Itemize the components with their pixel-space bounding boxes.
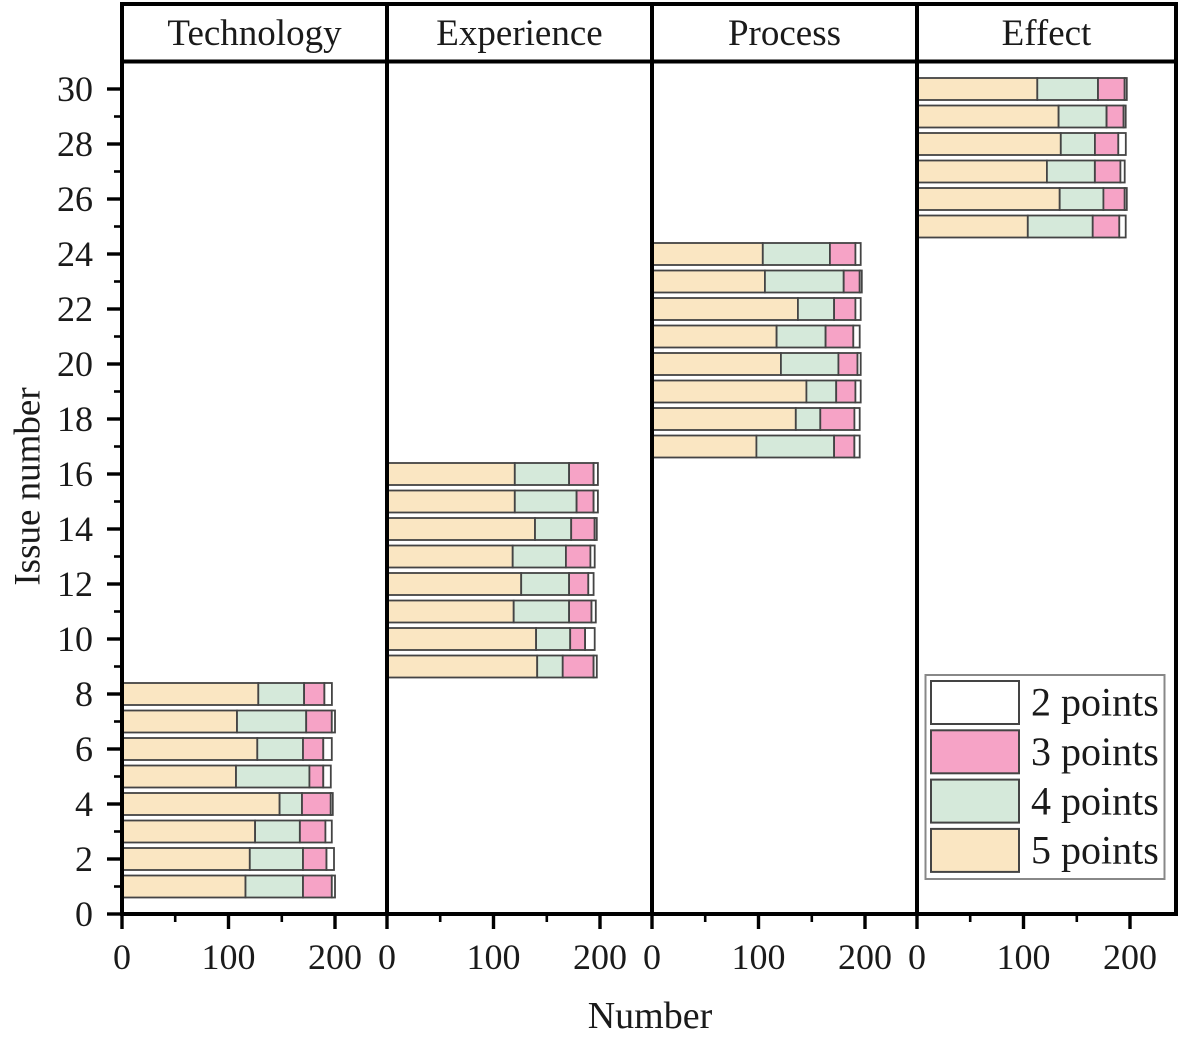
- svg-text:26: 26: [57, 179, 93, 219]
- svg-text:Effect: Effect: [1002, 13, 1092, 54]
- svg-text:100: 100: [732, 937, 786, 977]
- svg-text:0: 0: [908, 937, 926, 977]
- svg-text:30: 30: [57, 69, 93, 109]
- svg-text:Issue number: Issue number: [8, 387, 49, 585]
- svg-text:3 points: 3 points: [1031, 729, 1159, 774]
- svg-text:0: 0: [75, 894, 93, 934]
- svg-text:22: 22: [57, 289, 93, 329]
- svg-text:Number: Number: [588, 995, 713, 1037]
- svg-text:4: 4: [75, 784, 93, 824]
- svg-text:20: 20: [57, 344, 93, 384]
- svg-text:200: 200: [573, 937, 627, 977]
- svg-text:28: 28: [57, 124, 93, 164]
- svg-text:10: 10: [57, 619, 93, 659]
- svg-text:100: 100: [467, 937, 521, 977]
- svg-text:12: 12: [57, 564, 93, 604]
- svg-text:0: 0: [378, 937, 396, 977]
- svg-text:0: 0: [113, 937, 131, 977]
- svg-text:0: 0: [643, 937, 661, 977]
- svg-text:5 points: 5 points: [1031, 828, 1159, 873]
- svg-text:18: 18: [57, 399, 93, 439]
- svg-text:Experience: Experience: [436, 13, 602, 54]
- svg-text:100: 100: [202, 937, 256, 977]
- svg-text:200: 200: [308, 937, 362, 977]
- svg-text:200: 200: [838, 937, 892, 977]
- svg-text:8: 8: [75, 674, 93, 714]
- svg-text:4 points: 4 points: [1031, 778, 1159, 823]
- svg-text:Process: Process: [728, 13, 841, 54]
- svg-text:2: 2: [75, 839, 93, 879]
- svg-text:6: 6: [75, 729, 93, 769]
- svg-text:Technology: Technology: [167, 13, 342, 54]
- svg-text:24: 24: [57, 234, 93, 274]
- svg-text:14: 14: [57, 509, 93, 549]
- svg-text:2 points: 2 points: [1031, 680, 1159, 725]
- svg-text:100: 100: [997, 937, 1051, 977]
- svg-text:16: 16: [57, 454, 93, 494]
- svg-text:200: 200: [1103, 937, 1157, 977]
